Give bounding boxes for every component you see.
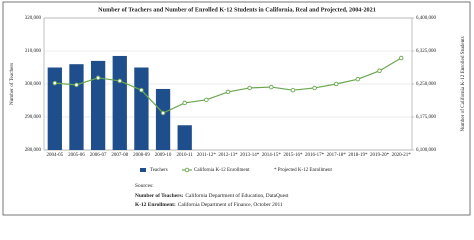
legend-swatch: [140, 168, 146, 172]
x-tick-label: 2010-11: [176, 153, 193, 158]
x-tick-label: 2008-09: [133, 153, 150, 158]
y-tick-label: 320,000: [25, 16, 42, 21]
x-tick-label: 2004-05: [46, 153, 63, 158]
chart-title: Number of Teachers and Number of Enrolle…: [98, 6, 376, 13]
marker: [74, 82, 79, 88]
marker: [247, 85, 252, 91]
y-tick-label: 310,000: [25, 49, 42, 54]
sources-heading: Sources:: [135, 183, 154, 189]
x-tick-label: 2014-15*: [262, 153, 282, 158]
marker: [204, 97, 209, 103]
line: [54, 57, 402, 114]
y-tick-label: 290,000: [25, 115, 42, 120]
bar: [47, 67, 62, 150]
marker: [117, 78, 123, 84]
bar: [177, 125, 192, 150]
y2-tick-label: 6,325,000: [416, 49, 437, 54]
legend-note: * Projected K-12 Enrollment: [274, 168, 333, 173]
source-text: California Department of Finance, Octobe…: [178, 201, 283, 208]
source-label: K-12 Enrollment:: [135, 202, 176, 208]
bar: [69, 64, 84, 150]
x-tick-label: 2016-17*: [305, 153, 325, 158]
marker: [290, 87, 296, 93]
bar: [134, 67, 149, 150]
chart: Number of Teachers and Number of Enrolle…: [2, 1, 471, 216]
bar: [112, 55, 127, 151]
bar: [155, 88, 171, 150]
marker: [398, 55, 404, 61]
y2-axis-title: Number of California K-12 Enrolled Stude…: [459, 36, 466, 131]
source: Number of Teachers: California Department…: [135, 192, 289, 199]
marker: [52, 80, 58, 86]
x-tick-label: 2005-06: [68, 153, 85, 158]
plot-border: [43, 17, 413, 151]
x-tick-label: 2020-21*: [392, 153, 412, 158]
x-tick-label: 2009-10: [155, 153, 172, 158]
y-tick-label: 300,000: [25, 82, 42, 87]
source: K-12 Enrollment: California Department of…: [135, 201, 283, 208]
marker: [355, 76, 361, 82]
legend-label: California K-12 Enrollment: [194, 168, 250, 173]
x-tick-label: 2018-19*: [348, 153, 368, 158]
marker: [95, 75, 101, 81]
source-text: California Department of Education, Data…: [185, 192, 289, 199]
x-tick-label: 2019-20*: [370, 153, 390, 158]
x-tick-label: 2012-13*: [218, 153, 238, 158]
legend-swatch: [184, 167, 190, 173]
x-tick-label: 2015-16*: [283, 153, 303, 158]
marker: [269, 84, 274, 90]
bar: [90, 60, 106, 150]
legend-label: Teachers: [150, 168, 168, 173]
y2-tick-label: 6,250,000: [416, 82, 437, 87]
marker: [312, 85, 317, 91]
x-tick-label: 2007-08: [111, 153, 128, 158]
frame: [2, 1, 471, 216]
x-tick-label: 2013-14*: [240, 153, 260, 158]
source-label: Number of Teachers:: [135, 193, 184, 199]
marker: [139, 87, 144, 93]
marker: [225, 89, 231, 95]
y2-tick-label: 6,175,000: [416, 115, 437, 120]
marker: [333, 81, 339, 87]
y2-tick-label: 6,400,000: [416, 16, 437, 21]
y2-tick-label: 6,100,000: [416, 148, 437, 153]
marker: [377, 68, 382, 74]
marker: [182, 100, 187, 106]
y-axis-title: Number of Teachers: [8, 63, 15, 105]
x-tick-label: 2017-18*: [327, 153, 347, 158]
marker: [160, 110, 166, 116]
y-tick-label: 280,000: [25, 148, 42, 153]
x-tick-label: 2011-12*: [197, 153, 216, 158]
x-tick-label: 2006-07: [90, 153, 107, 158]
